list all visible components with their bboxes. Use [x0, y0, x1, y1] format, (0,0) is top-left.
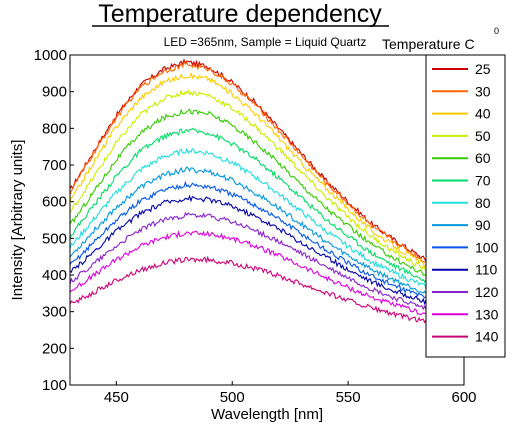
series-line-40 — [69, 71, 429, 269]
y-tick-label: 700 — [42, 157, 67, 174]
series-line-130 — [69, 230, 430, 316]
legend-label-90: 90 — [475, 217, 491, 233]
series-line-140 — [69, 255, 430, 326]
y-tick-label: 900 — [42, 84, 67, 101]
y-tick-label: 600 — [42, 194, 67, 211]
axis-ticks: 450 500 550 600 100 200 300 400 500 600 700 800 900 1… — [34, 47, 477, 406]
legend-title-superscript: 0 — [494, 26, 499, 36]
legend-label-120: 120 — [475, 284, 499, 300]
legend-label-40: 40 — [475, 106, 491, 122]
legend-label-70: 70 — [475, 173, 491, 189]
y-tick-label: 100 — [42, 377, 67, 394]
y-tick-label: 800 — [42, 120, 67, 137]
series-line-30 — [69, 61, 430, 267]
legend-label-50: 50 — [475, 128, 491, 144]
chart-title: Temperature dependency — [98, 0, 382, 28]
legend-label-30: 30 — [475, 83, 491, 99]
legend-label-100: 100 — [475, 239, 499, 255]
x-tick-label: 600 — [451, 389, 476, 406]
legend-label-140: 140 — [475, 329, 499, 345]
legend-title: Temperature C 0 — [382, 26, 499, 52]
legend-label-60: 60 — [475, 150, 491, 166]
plot-lines — [69, 58, 430, 326]
y-axis-label: Intensity [Arbitrary units] — [9, 140, 26, 301]
x-axis-label: Wavelength [nm] — [211, 406, 323, 423]
series-line-70 — [69, 127, 430, 284]
series-line-60 — [69, 108, 429, 279]
series-line-90 — [69, 166, 430, 295]
legend-box — [425, 54, 506, 358]
legend-label-80: 80 — [475, 195, 491, 211]
y-tick-label: 500 — [42, 230, 67, 247]
legend-label-130: 130 — [475, 306, 499, 322]
series-line-50 — [69, 88, 430, 275]
series-line-80 — [69, 147, 430, 291]
legend-title-text: Temperature C — [382, 36, 475, 52]
series-line-110 — [69, 194, 430, 306]
y-tick-label: 300 — [42, 304, 67, 321]
legend: 25 30 40 50 60 70 80 90 100 110 120 130 140 — [425, 54, 506, 358]
series-line-120 — [69, 211, 430, 311]
series-line-25 — [69, 58, 429, 263]
y-tick-label: 1000 — [34, 47, 67, 64]
x-tick-label: 500 — [220, 389, 245, 406]
x-tick-label: 550 — [336, 389, 361, 406]
legend-label-25: 25 — [475, 61, 491, 77]
y-tick-label: 400 — [42, 267, 67, 284]
legend-label-110: 110 — [475, 262, 498, 278]
x-tick-label: 450 — [104, 389, 129, 406]
chart-subtitle: LED =365nm, Sample = Liquid Quartz — [164, 35, 367, 49]
y-tick-label: 200 — [42, 340, 67, 357]
series-line-100 — [69, 180, 430, 302]
